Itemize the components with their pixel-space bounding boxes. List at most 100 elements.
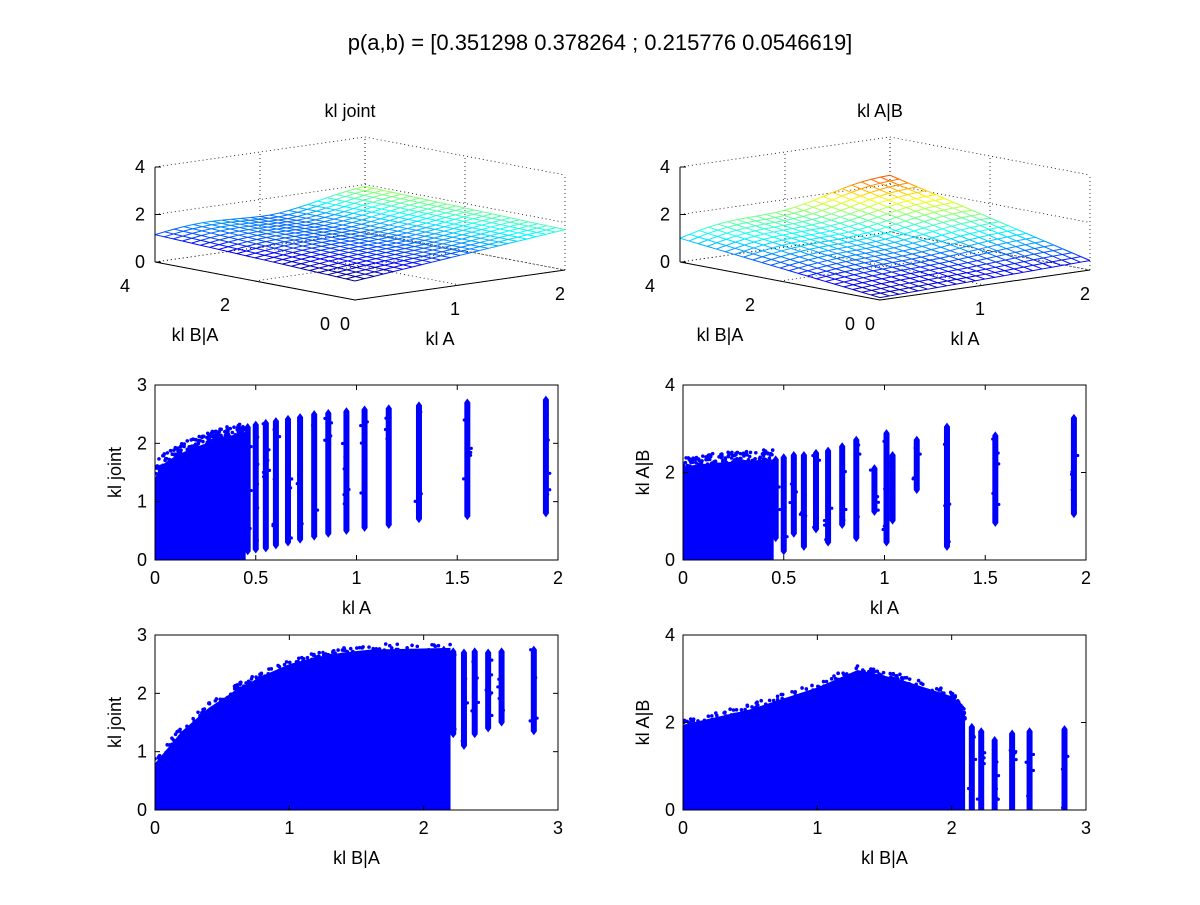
scatter-point bbox=[167, 461, 171, 465]
mesh-line bbox=[444, 221, 455, 225]
mesh-line bbox=[323, 222, 334, 226]
scatter-point bbox=[462, 418, 466, 422]
mesh-line bbox=[164, 228, 175, 233]
mesh-line bbox=[330, 247, 340, 251]
scatter-point bbox=[914, 682, 919, 687]
mesh-line bbox=[434, 226, 445, 230]
mesh-line bbox=[247, 236, 257, 240]
mesh-line bbox=[943, 213, 953, 217]
scatter-point bbox=[870, 668, 874, 672]
mesh-line bbox=[857, 234, 867, 239]
mesh-line bbox=[858, 223, 868, 228]
mesh-line bbox=[248, 227, 259, 231]
mesh-line bbox=[383, 189, 393, 193]
mesh-line bbox=[364, 187, 375, 192]
mesh-line bbox=[266, 235, 276, 239]
mesh-line bbox=[1015, 251, 1025, 257]
mesh-line bbox=[923, 224, 934, 229]
mesh-line bbox=[173, 233, 183, 237]
mesh-line bbox=[1016, 234, 1027, 240]
mesh-line bbox=[1005, 251, 1016, 255]
mesh-line bbox=[269, 212, 280, 216]
mesh-line bbox=[489, 237, 500, 241]
scatter-point bbox=[691, 456, 695, 461]
mesh-line bbox=[405, 244, 415, 247]
mesh-line bbox=[219, 232, 230, 236]
mesh-line bbox=[283, 245, 294, 249]
mesh-line bbox=[734, 244, 745, 249]
mesh-line bbox=[421, 261, 432, 266]
scatter-point bbox=[937, 688, 941, 692]
mesh-line bbox=[943, 207, 954, 211]
scatter-point bbox=[243, 687, 248, 691]
mesh-line bbox=[828, 245, 838, 250]
mesh-line bbox=[389, 217, 400, 221]
mesh-line bbox=[882, 273, 892, 278]
scatter-point bbox=[839, 442, 846, 451]
mesh-line bbox=[378, 235, 388, 239]
mesh-line bbox=[799, 248, 810, 252]
mesh-line bbox=[903, 245, 913, 250]
mesh-line bbox=[1013, 266, 1024, 270]
scatter-point bbox=[209, 431, 214, 435]
mesh-line bbox=[509, 223, 520, 227]
scatter-point bbox=[767, 698, 772, 703]
mesh-line bbox=[987, 250, 997, 254]
mesh-line bbox=[896, 207, 907, 212]
mesh-line bbox=[228, 246, 238, 250]
mesh-line bbox=[962, 211, 972, 217]
mesh-line bbox=[385, 253, 396, 258]
mesh-line bbox=[825, 280, 835, 285]
mesh-line bbox=[306, 210, 317, 215]
scatter-point bbox=[705, 462, 710, 466]
mesh-line bbox=[929, 269, 939, 274]
mesh-line bbox=[413, 247, 424, 251]
mesh-line bbox=[870, 176, 881, 180]
mesh-line bbox=[490, 224, 501, 228]
scatter-point bbox=[800, 542, 807, 551]
mesh-line bbox=[937, 285, 947, 288]
scatter-point bbox=[297, 473, 301, 477]
mesh-line bbox=[333, 215, 344, 220]
mesh-line bbox=[928, 283, 938, 288]
scatter-point bbox=[775, 517, 779, 521]
mesh-line bbox=[1043, 255, 1053, 259]
mesh-line bbox=[788, 270, 799, 274]
mesh-line bbox=[987, 252, 997, 257]
mesh-line bbox=[441, 255, 451, 259]
mesh-line bbox=[835, 271, 846, 275]
scatter-point bbox=[277, 435, 282, 439]
mesh-line bbox=[390, 210, 400, 214]
mesh-line bbox=[426, 219, 437, 224]
mesh-line bbox=[399, 204, 410, 209]
mesh-line bbox=[904, 227, 915, 232]
mesh-line bbox=[403, 262, 413, 266]
scatter-point bbox=[179, 452, 183, 456]
mesh-line bbox=[884, 247, 895, 251]
mesh-line bbox=[428, 199, 438, 203]
mesh-line bbox=[850, 195, 861, 201]
scatter-point bbox=[461, 654, 465, 658]
mesh-line bbox=[428, 201, 438, 205]
mesh-line bbox=[1023, 266, 1033, 272]
mesh-line bbox=[238, 232, 249, 236]
scatter-point bbox=[440, 753, 447, 762]
scatter-point bbox=[683, 468, 686, 473]
mesh-line bbox=[472, 227, 482, 231]
mesh-line bbox=[372, 206, 382, 210]
mesh-line bbox=[918, 285, 928, 290]
scatter-marks bbox=[155, 395, 552, 560]
mesh-line bbox=[864, 255, 875, 259]
scatter-point bbox=[982, 761, 986, 766]
mesh-line bbox=[517, 238, 527, 242]
scatter-point bbox=[706, 714, 711, 719]
scatter-point bbox=[822, 518, 827, 523]
mesh-line bbox=[753, 250, 763, 255]
mesh-line bbox=[925, 195, 936, 201]
mesh-line bbox=[491, 222, 501, 226]
mesh-line bbox=[442, 247, 452, 251]
scatter-point bbox=[913, 486, 920, 494]
mesh-line bbox=[920, 264, 931, 268]
mesh-line bbox=[869, 189, 880, 194]
mesh-line bbox=[395, 246, 406, 250]
